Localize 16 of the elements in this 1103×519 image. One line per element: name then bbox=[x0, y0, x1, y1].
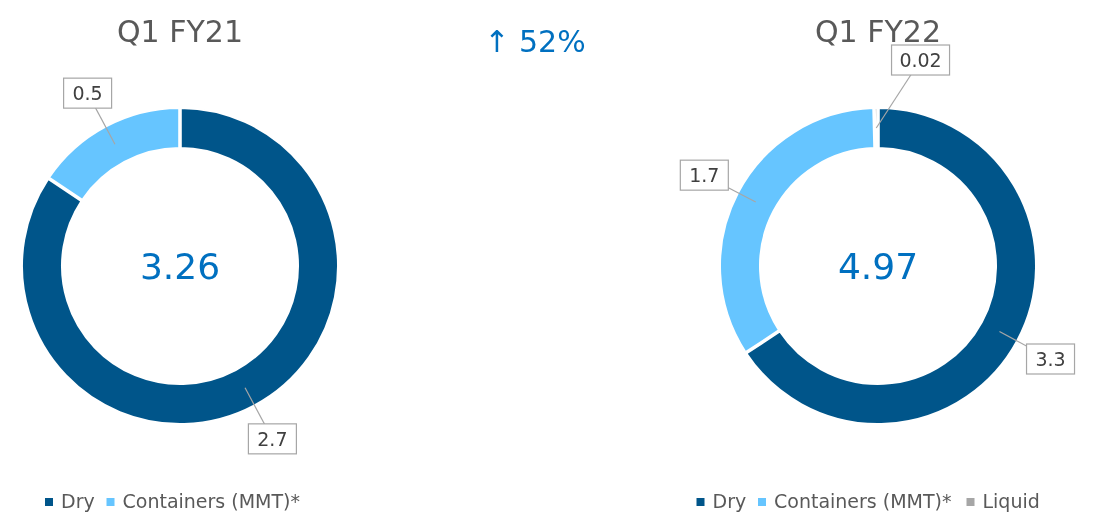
legend-label: Dry bbox=[712, 490, 747, 512]
data-label: 0.02 bbox=[899, 49, 942, 72]
legend-label: Dry bbox=[61, 490, 95, 512]
text: 4.97 bbox=[837, 246, 919, 287]
chart-title: Q1 FY21 bbox=[117, 14, 243, 49]
text: 3.26 bbox=[139, 246, 221, 287]
text: ↑ 52% bbox=[484, 24, 586, 59]
legend-label: Containers (MMT)* bbox=[122, 490, 301, 512]
data-label: 3.3 bbox=[1035, 348, 1066, 370]
legend-label: Containers (MMT)* bbox=[774, 490, 952, 512]
chart-title: Q1 FY22 bbox=[815, 14, 941, 49]
donut-slice bbox=[21, 107, 339, 425]
data-label: 1.7 bbox=[689, 164, 720, 187]
data-label: 0.5 bbox=[72, 82, 103, 105]
legend-label: Liquid bbox=[982, 490, 1040, 512]
data-label: 2.7 bbox=[257, 427, 288, 450]
